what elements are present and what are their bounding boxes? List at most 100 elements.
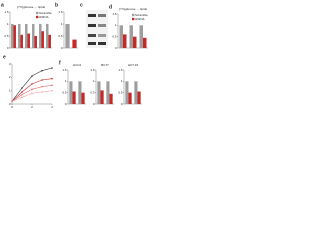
bar: [134, 81, 138, 104]
bar: [100, 90, 104, 104]
legend-label: shRNA: [39, 15, 49, 19]
bar: [25, 24, 28, 48]
bar: [41, 31, 44, 48]
bar: [72, 39, 77, 48]
bar: [72, 91, 76, 104]
legend-label: Scramble: [39, 11, 52, 15]
bar: [20, 34, 23, 48]
blot-band: [88, 42, 96, 45]
point: [31, 92, 33, 95]
y-tick-label: 0.5: [58, 34, 63, 38]
panel-title: BCT7: [101, 63, 109, 67]
y-tick-label: 1: [7, 22, 9, 26]
bar: [133, 36, 137, 48]
bar: [97, 81, 101, 104]
blot-band: [98, 14, 106, 17]
y-tick-label: 0: [121, 102, 123, 106]
point: [41, 79, 43, 81]
y-tick-label: 1: [65, 79, 67, 83]
bar: [18, 24, 21, 48]
bar: [119, 25, 123, 48]
y-tick-label: 0: [61, 46, 63, 50]
point: [41, 69, 43, 72]
y-tick-label: 0.5: [4, 34, 9, 38]
bar: [106, 81, 110, 104]
panel-title: HCC4: [73, 63, 81, 67]
point: [21, 96, 23, 99]
point: [31, 88, 33, 91]
bar: [13, 25, 16, 48]
panel-title: HCT-15: [128, 63, 139, 67]
y-tick-label: 1.5: [62, 68, 67, 72]
bar: [11, 24, 14, 48]
y-tick-label: 3: [9, 62, 11, 66]
point: [21, 93, 23, 96]
bar: [32, 24, 35, 48]
y-tick-label: 1: [61, 22, 63, 26]
point: [11, 100, 13, 103]
y-tick-label: 0: [9, 102, 11, 106]
bar: [128, 92, 132, 104]
point: [51, 89, 53, 92]
legend-swatch: [36, 11, 39, 15]
bar: [81, 92, 85, 104]
point: [41, 85, 43, 88]
legend-label: shRNA: [135, 17, 145, 21]
legend-swatch: [132, 13, 135, 17]
x-tick-label: 2: [31, 105, 33, 109]
y-tick-label: 0: [65, 102, 67, 106]
panel-label: a: [1, 2, 4, 8]
x-tick-label: 0: [11, 105, 13, 109]
bar: [143, 37, 147, 48]
blot-band: [88, 34, 96, 37]
point: [31, 75, 33, 77]
y-tick-label: 1.5: [112, 12, 117, 16]
blot-band: [88, 14, 96, 17]
bar: [129, 25, 133, 48]
legend-swatch: [36, 15, 39, 19]
point: [51, 84, 53, 87]
bar: [46, 24, 49, 48]
bar: [39, 24, 42, 48]
bar: [78, 81, 82, 104]
blot-band: [98, 42, 106, 45]
bar: [137, 91, 141, 104]
legend-label: Scramble: [135, 13, 148, 17]
bar: [69, 81, 73, 104]
y-tick-label: 1: [9, 88, 11, 92]
y-tick-label: 1.5: [118, 68, 123, 72]
blot-band: [98, 34, 106, 37]
panel-label: f: [59, 60, 61, 66]
point: [51, 67, 53, 69]
legend-swatch: [132, 17, 135, 21]
point: [21, 87, 23, 89]
panel-title: [¹⁴C]glucose → lipids: [17, 5, 45, 9]
western-blot: c: [80, 2, 108, 48]
y-tick-label: 0: [7, 46, 9, 50]
y-tick-label: 1.5: [90, 68, 95, 72]
y-tick-label: 1: [121, 79, 123, 83]
panel-label: c: [80, 2, 83, 8]
y-tick-label: 0.5: [118, 90, 123, 94]
panel-label: b: [55, 2, 58, 8]
blot-band: [88, 24, 96, 27]
point: [51, 77, 53, 80]
bar: [27, 33, 30, 48]
bar: [34, 36, 37, 48]
y-tick-label: 0.5: [62, 90, 67, 94]
y-tick-label: 0.5: [90, 90, 95, 94]
figure: c a [¹⁴C]glucose → lipids 0 0.5 1 1.5 Scramble…: [1, 2, 148, 109]
bar: [125, 81, 129, 104]
panel-label: e: [3, 54, 6, 60]
y-tick-label: 0.5: [112, 34, 117, 38]
panel-label: d: [109, 4, 112, 10]
point: [41, 91, 43, 93]
bar: [123, 34, 127, 48]
y-tick-label: 2: [9, 75, 11, 79]
y-tick-label: 1: [93, 79, 95, 83]
point: [31, 83, 33, 85]
blot-band: [98, 24, 106, 27]
bar: [48, 34, 51, 48]
y-tick-label: 0: [93, 102, 95, 106]
bar: [65, 24, 70, 48]
